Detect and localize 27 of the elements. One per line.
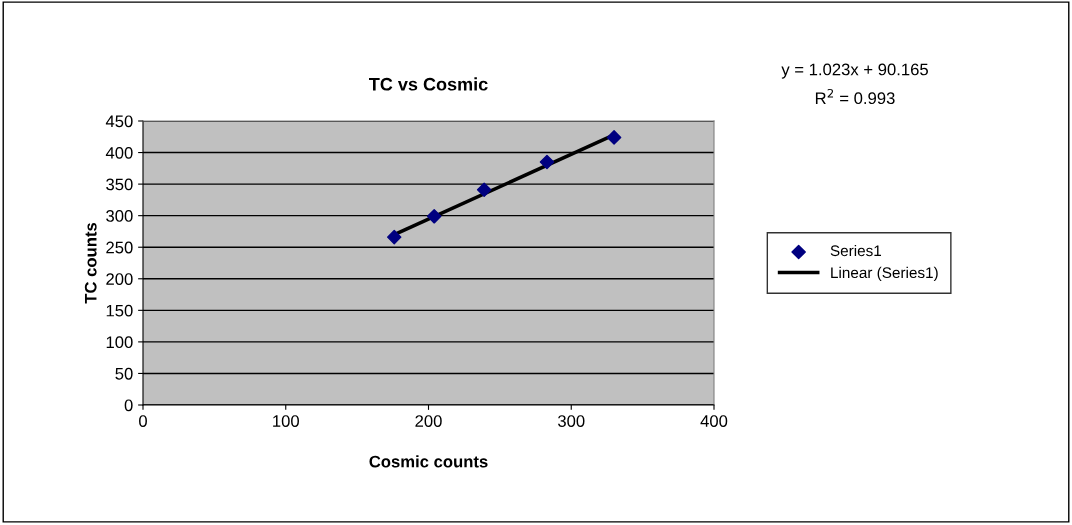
x-tick-label: 300 <box>557 415 585 427</box>
y-tick-label: 200 <box>106 273 133 285</box>
point <box>386 229 402 245</box>
point <box>476 182 492 198</box>
point <box>426 209 442 224</box>
x-tick-label: 400 <box>700 415 728 427</box>
y-tick-label: 450 <box>105 115 133 128</box>
y-tick-label: 350 <box>106 178 133 191</box>
x-tick-label: 0 <box>139 415 147 427</box>
y-tick-label: 300 <box>106 210 133 222</box>
legend-label: Linear (Series1) <box>831 266 938 282</box>
text: y = 1.023x + 90.165 <box>781 63 928 79</box>
y-tick-label: 400 <box>105 146 133 159</box>
y-tick-label: 0 <box>124 399 133 412</box>
y-tick-label: 250 <box>106 241 133 254</box>
text: R$^{2}$ = 0.993 <box>815 88 895 105</box>
x-axis-title: Cosmic counts <box>369 455 488 468</box>
legend-label: Series1 <box>830 244 882 257</box>
point <box>539 154 555 170</box>
x-tick-label: 100 <box>273 415 299 427</box>
y-tick-label: 100 <box>106 336 133 349</box>
y-tick-label: 50 <box>115 367 133 380</box>
y-tick-label: 150 <box>106 304 133 317</box>
point <box>606 130 622 145</box>
x-tick-label: 200 <box>415 415 442 427</box>
y-axis-title: TC counts <box>84 222 97 304</box>
chart-title: TC vs Cosmic <box>369 77 488 91</box>
